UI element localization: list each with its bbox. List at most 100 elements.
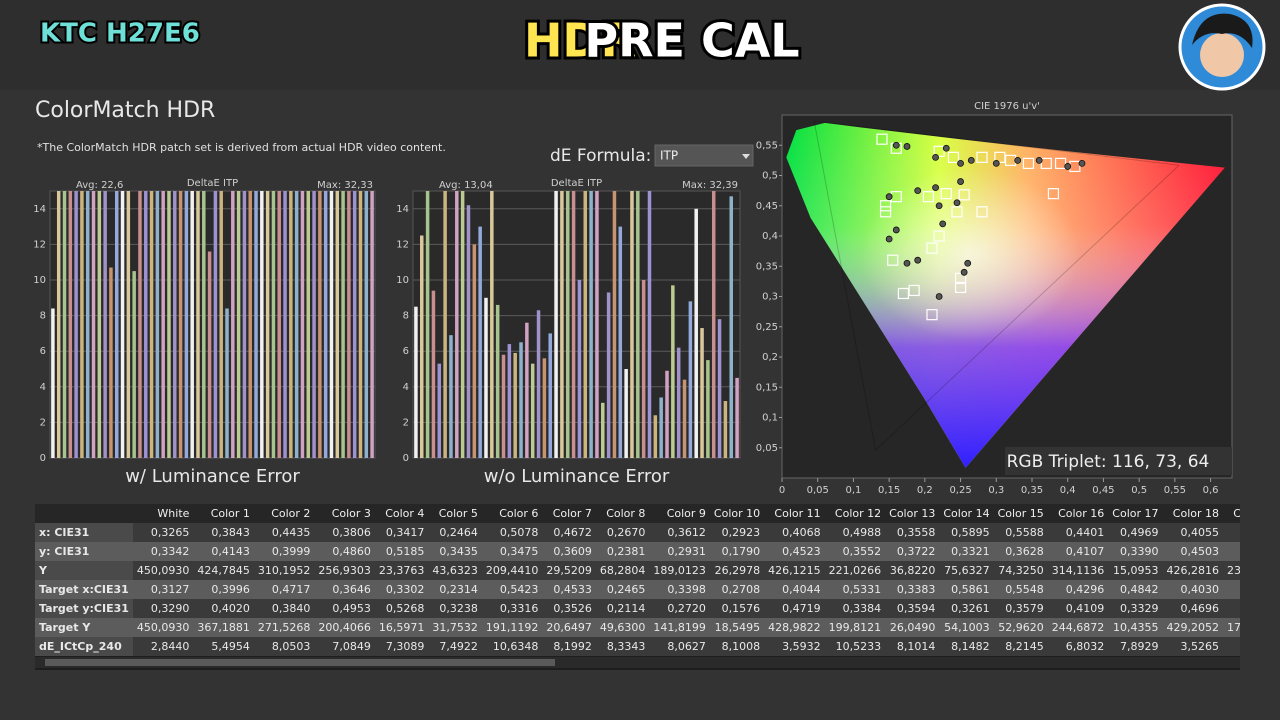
bar (519, 342, 523, 458)
bar (138, 191, 142, 458)
bar (560, 191, 564, 458)
table-cell: 0,5588 (993, 523, 1048, 542)
table-cell: 0,1576 (709, 599, 765, 618)
y-tick-label: 2 (40, 417, 46, 428)
table-cell: 8,3343 (595, 637, 650, 656)
bar (735, 377, 739, 458)
bar (260, 191, 264, 458)
bar (624, 369, 628, 458)
table-cell: 0,4068 (764, 523, 825, 542)
measured-point (1064, 163, 1072, 170)
bar (184, 191, 189, 458)
table-cell: 0,4296 (1047, 580, 1109, 599)
bar (364, 191, 369, 458)
y-tick-label: 0,1 (762, 413, 778, 424)
bar (723, 401, 728, 458)
table-cell: 8,1008 (709, 637, 765, 656)
table-cell: 0,3265 (132, 523, 194, 542)
table-cell: 0,3609 (542, 542, 596, 561)
table-cell: 0,2314 (428, 580, 482, 599)
measured-point (914, 187, 922, 195)
bar (312, 191, 316, 458)
bar (202, 191, 206, 458)
bar (425, 191, 430, 458)
bar (676, 347, 681, 458)
y-tick-label: 6 (403, 346, 409, 357)
table-cell: 0,5895 (939, 523, 994, 542)
max-label: Max: 32,39 (682, 180, 738, 191)
bar (601, 402, 605, 458)
scroll-thumb[interactable] (45, 659, 555, 666)
table-cell: 0,4988 (824, 523, 886, 542)
x-tick-label: 0,35 (1021, 485, 1043, 496)
table-row: Target y:CIE31 0,3290 0,4020 0,3840 0,4953 0,… (35, 599, 1240, 618)
table-cell: 0,4842 (1108, 580, 1163, 599)
target-point (994, 151, 1006, 163)
target-point (1047, 188, 1060, 200)
bar (144, 191, 148, 458)
table-cell: 221,0266 (824, 561, 886, 580)
bar (525, 322, 529, 458)
bar (636, 191, 640, 458)
table-cell: 3,5265 (1162, 637, 1224, 656)
formula-dropdown[interactable] (654, 144, 754, 167)
bar (455, 191, 459, 458)
column-header: Color 11 (764, 504, 825, 523)
table-cell: 8,0503 (253, 637, 315, 656)
y-tick-label: 0,2 (762, 352, 778, 363)
target-point (958, 189, 970, 201)
table-cell: 450,0930 (132, 618, 194, 637)
bar (630, 191, 634, 458)
table-cell: 74,3250 (993, 561, 1048, 580)
bar (236, 191, 241, 458)
bar (530, 363, 535, 458)
table-cell: 0,4109 (1047, 599, 1109, 618)
scrollbar[interactable] (35, 657, 1240, 668)
column-header: Color 6 (481, 504, 543, 523)
avatar-hair (1192, 13, 1253, 48)
data-table: White Color 1 Color 2 Color 3 Color 4 Color 5… (35, 504, 1240, 656)
table-cell: 0,4220 (1223, 542, 1240, 561)
table-cell: 0,4020 (193, 599, 254, 618)
table-cell: 0,4030 (1162, 580, 1224, 599)
annotation: RGB Triplet: 116, 73, 64 (1007, 452, 1210, 472)
y-tick-label: 0,4 (762, 231, 778, 242)
target-point (933, 145, 945, 157)
table-cell: 0,4860 (314, 542, 375, 561)
table-cell: 7,0849 (314, 637, 375, 656)
table-cell: 0,3579 (993, 599, 1048, 618)
bar (347, 191, 351, 458)
table-cell: 0,4672 (542, 523, 596, 542)
bar (80, 191, 84, 458)
table-cell: 0,3628 (993, 542, 1048, 561)
column-header: Color 16 (1047, 504, 1109, 523)
bar (196, 191, 200, 458)
table-cell: 0,2923 (709, 523, 765, 542)
bar (694, 208, 698, 458)
bar (711, 191, 716, 458)
table-cell: 2,8440 (132, 637, 194, 656)
column-header: Color 17 (1108, 504, 1163, 523)
max-label: Max: 32,33 (317, 180, 373, 191)
bar (167, 191, 171, 458)
gamut-triangle (813, 120, 1181, 452)
table-container: White Color 1 Color 2 Color 3 Color 4 Color 5… (35, 504, 1240, 670)
column-header: Color 15 (993, 504, 1048, 523)
table-cell: 0,3552 (824, 542, 886, 561)
table-cell: 0,4696 (1162, 599, 1224, 618)
target-point (951, 206, 963, 218)
table-cell: 0,3594 (885, 599, 940, 618)
y-tick-label: 4 (403, 382, 409, 393)
bar (431, 290, 436, 458)
table-cell: 0,2465 (595, 580, 650, 599)
x-tick-label: 0,15 (878, 485, 900, 496)
bar (56, 191, 61, 458)
bar (149, 191, 154, 458)
table-cell: 0,3290 (132, 599, 194, 618)
panel-title: ColorMatch HDR (35, 98, 215, 123)
bar (289, 191, 293, 458)
column-header: Color 9 (649, 504, 710, 523)
y-tick-label: 14 (33, 204, 46, 215)
table-cell: 0,3612 (649, 523, 710, 542)
